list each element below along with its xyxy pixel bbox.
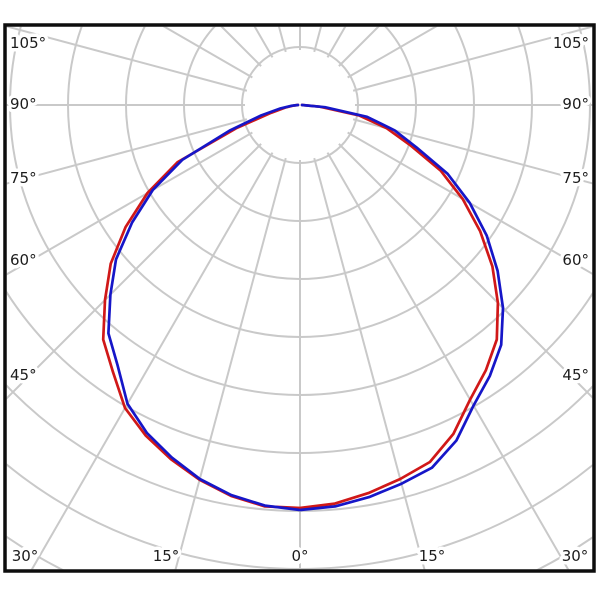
grid-spoke: [6, 131, 253, 276]
angle-label-left: 90°: [10, 95, 37, 113]
angle-label-left: 45°: [10, 366, 37, 384]
angle-label-left: 105°: [10, 34, 46, 52]
angle-labels: 105° 90° 75° 60° 45° 105° 90° 75° 60° 45° 30° 15° 0°…: [7, 31, 593, 569]
angle-label-bottom: 15°: [419, 547, 446, 565]
grid-spoke: [347, 131, 593, 275]
angle-label-bottom: 30°: [562, 547, 589, 565]
angle-label-bottom: 30°: [12, 547, 39, 565]
grid-spoke: [6, 118, 248, 185]
grid-spoke: [313, 157, 426, 570]
angle-label-right: 105°: [553, 34, 589, 52]
grid-spoke: [352, 118, 593, 185]
angle-label-bottom: 0°: [291, 547, 308, 565]
grid-spoke: [352, 26, 593, 92]
grid-spoke: [338, 143, 593, 399]
angle-label-left: 75°: [10, 169, 37, 187]
grid-spoke: [30, 152, 274, 570]
angle-label-right: 90°: [562, 95, 589, 113]
grid-spoke: [326, 152, 570, 570]
grid-spoke: [6, 26, 248, 92]
angle-label-right: 75°: [562, 169, 589, 187]
intensity-curves: [101, 103, 505, 512]
angle-label-right: 45°: [562, 366, 589, 384]
angle-label-bottom: 15°: [153, 547, 180, 565]
grid-spoke: [6, 143, 262, 400]
angle-label-right: 60°: [562, 251, 589, 269]
intensity-blue-curve: [107, 103, 505, 512]
plot-frame-border: [3, 23, 596, 573]
grid-spoke: [174, 157, 287, 570]
intensity-red-curve: [101, 103, 500, 510]
angle-label-left: 60°: [10, 251, 37, 269]
